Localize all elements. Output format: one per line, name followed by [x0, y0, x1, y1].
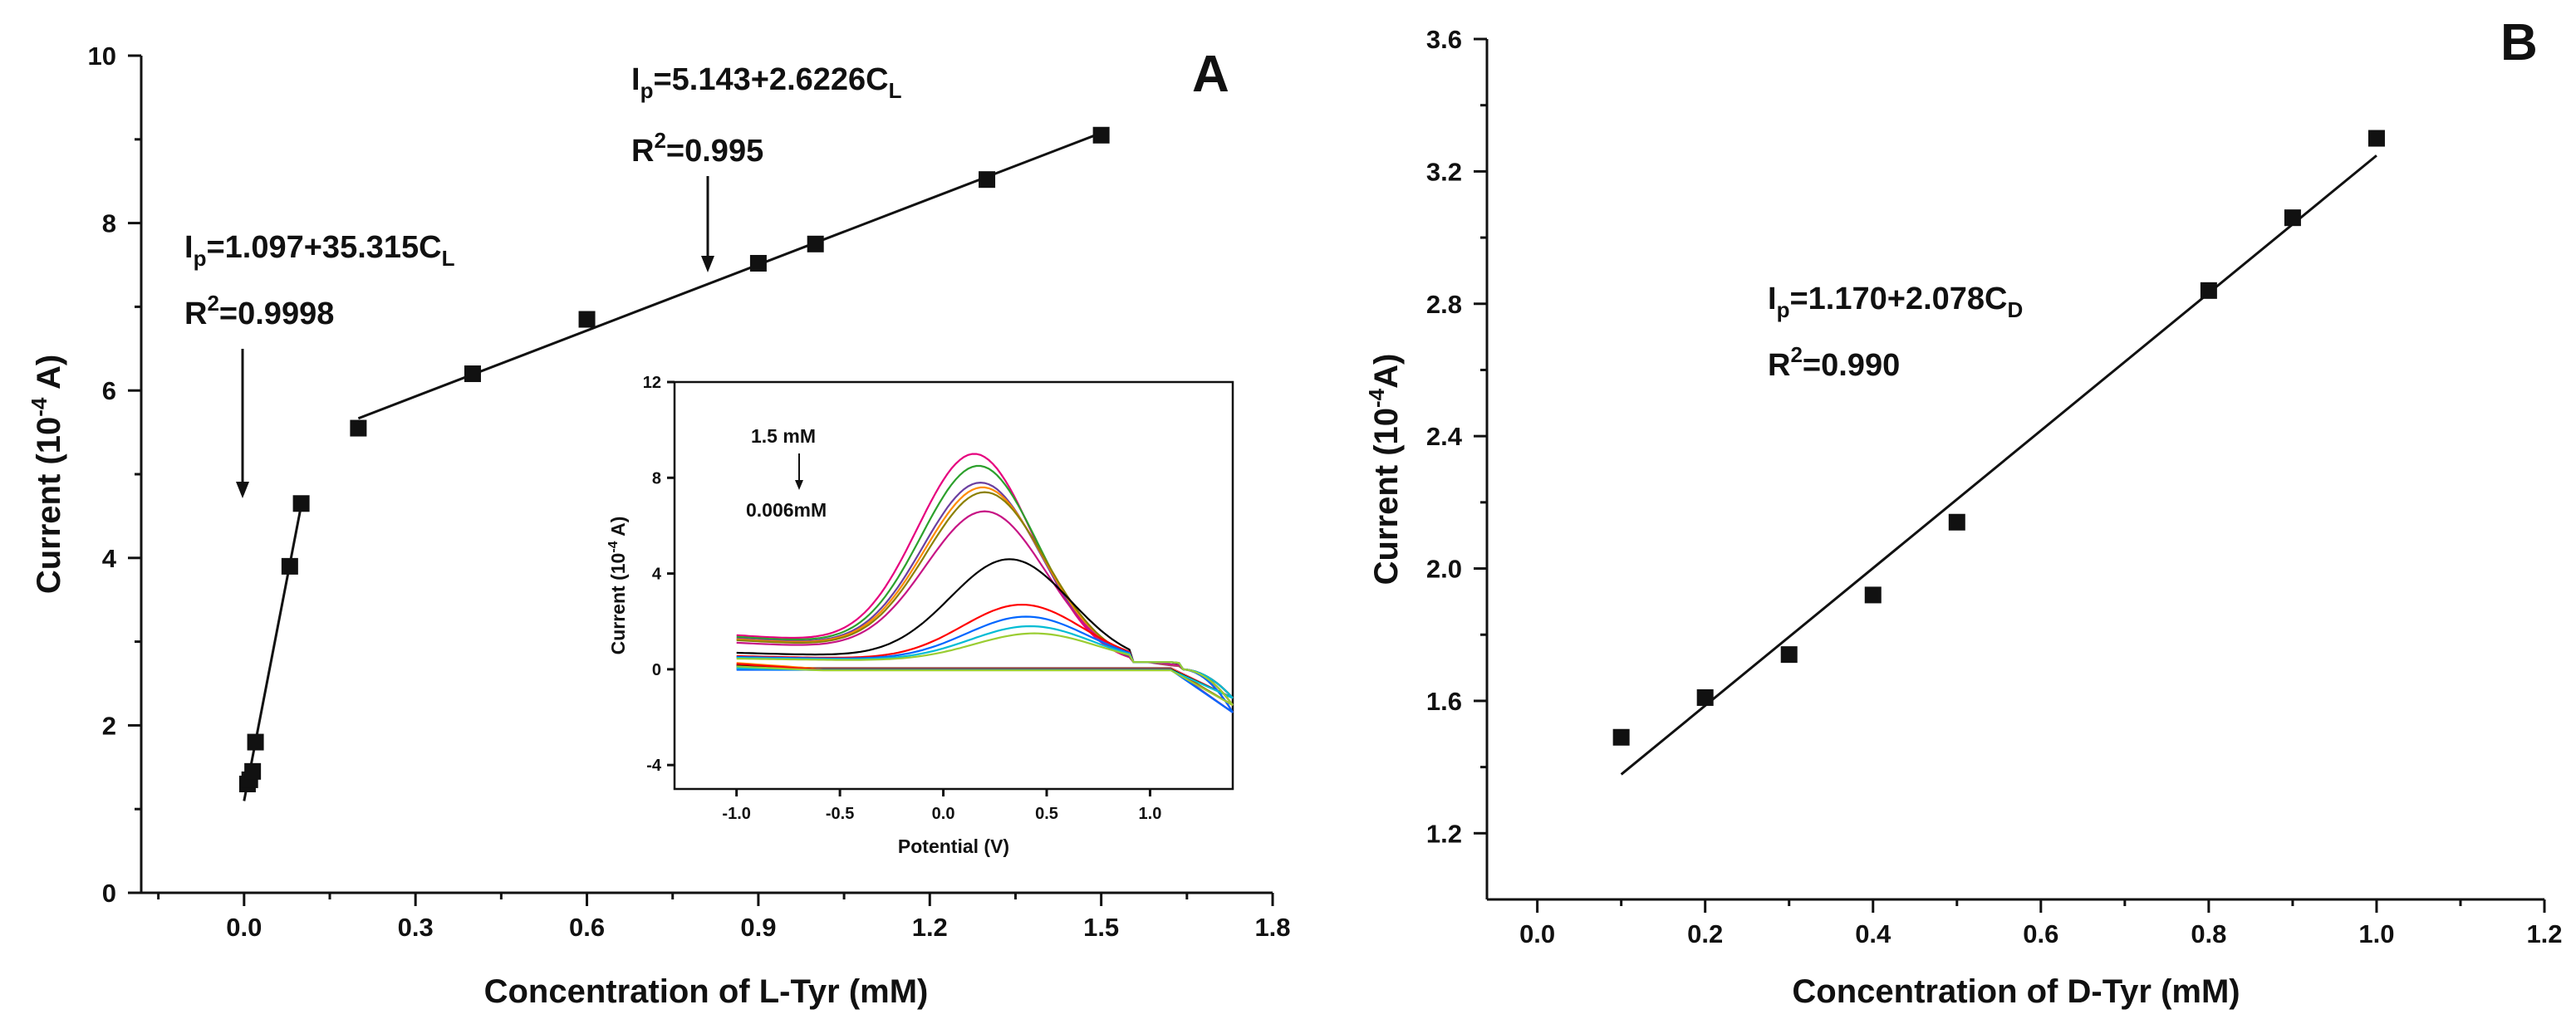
- fit-line-D-Tyr: [1620, 154, 2377, 776]
- panel-b-x-axis-title: Concentration of D-Tyr (mM): [1792, 973, 2240, 1010]
- data-point: [1948, 513, 1965, 531]
- data-point: [244, 762, 262, 780]
- data-point: [292, 495, 310, 512]
- data-point: [1780, 646, 1798, 664]
- x-tick-label: 0.9: [740, 913, 776, 942]
- y-tick-label: 2.0: [1426, 555, 1462, 584]
- x-tick-label: 0.3: [398, 913, 434, 942]
- y-tick-label: 3.6: [1426, 25, 1462, 54]
- panel-a-high-equation: Ip=5.143+2.6226CL: [631, 62, 902, 103]
- panel-a-high-r2: R2=0.995: [631, 128, 763, 169]
- inset-x-tick-label: 1.0: [1139, 805, 1162, 823]
- data-point: [2200, 282, 2217, 299]
- y-tick-label: 1.6: [1426, 687, 1462, 716]
- inset-curves: [736, 453, 1234, 713]
- y-tick-label: 6: [102, 376, 116, 405]
- panel-a-fit-lines: [243, 131, 1102, 801]
- x-tick-label: 1.0: [2358, 919, 2394, 948]
- x-tick-label: 1.2: [912, 913, 948, 942]
- inset-x-axis-title: Potential (V): [898, 835, 1009, 857]
- panel-b-fit-lines: [1620, 154, 2377, 776]
- inset-curve: [736, 632, 1234, 707]
- x-tick-label: 1.2: [2526, 919, 2562, 948]
- panel-a: 0.0 0.3 0.6 0.9 1.2 1.5 1.8 0 2 4 6 8 10 Concentrat…: [27, 42, 1291, 1010]
- data-point: [2284, 209, 2301, 227]
- inset-x-tick-label: 0.0: [932, 805, 955, 823]
- x-tick-label: 0.8: [2191, 919, 2226, 948]
- data-point: [1864, 586, 1882, 604]
- inset-y-tick-label: 4: [652, 566, 662, 584]
- data-point: [749, 254, 767, 272]
- data-point: [807, 235, 824, 252]
- panel-b-letter: B: [2500, 14, 2538, 71]
- y-tick-label: 0: [102, 879, 116, 908]
- fit-line-low: [243, 505, 303, 801]
- inset-x-tick-label: -1.0: [722, 805, 750, 823]
- data-point: [2367, 130, 2385, 147]
- y-tick-label: 3.2: [1426, 157, 1462, 186]
- data-point: [1696, 688, 1714, 706]
- inset-y-tick-label: 8: [652, 469, 661, 488]
- y-tick-label: 2.8: [1426, 290, 1462, 319]
- x-tick-label: 0.2: [1687, 919, 1723, 948]
- x-tick-label: 0.6: [2023, 919, 2058, 948]
- panel-b-equation: Ip=1.170+2.078CD: [1768, 282, 2023, 322]
- panel-b: 0.0 0.2 0.4 0.6 0.8 1.0 1.2 1.2 1.6 2.0 2.4 2.8 3.2…: [1364, 14, 2563, 1010]
- panel-b-ticks: [1474, 37, 2546, 913]
- y-tick-label: 8: [102, 209, 116, 238]
- panel-b-y-axis-title: Current (10-4A): [1364, 354, 1405, 586]
- x-tick-label: 0.0: [226, 913, 262, 942]
- fit-line-high: [357, 131, 1102, 420]
- panel-a-high-arrow: [701, 176, 714, 272]
- panel-a-low-r2: R2=0.9998: [184, 291, 334, 331]
- inset-y-tick-labels: -4 0 4 8 12: [643, 374, 662, 775]
- data-point: [1612, 728, 1630, 746]
- data-point: [979, 171, 996, 189]
- inset-y-tick-label: -4: [646, 757, 662, 775]
- panel-a-letter: A: [1192, 46, 1229, 103]
- inset-x-tick-labels: -1.0 -0.5 0.0 0.5 1.0: [722, 805, 1161, 823]
- panel-a-x-axis-title: Concentration of L-Tyr (mM): [484, 973, 929, 1010]
- x-tick-label: 0.0: [1519, 919, 1555, 948]
- panel-b-points: [1612, 130, 2385, 746]
- data-point: [578, 311, 596, 328]
- y-tick-label: 10: [88, 42, 116, 71]
- data-point: [281, 557, 298, 575]
- x-tick-label: 1.8: [1254, 913, 1290, 942]
- inset-frame: [673, 380, 1234, 791]
- y-tick-label: 1.2: [1426, 819, 1462, 848]
- panel-a-y-axis-title: Current (10-4 A): [27, 355, 67, 594]
- inset-y-tick-label: 12: [643, 374, 661, 392]
- panel-a-low-arrow: [236, 349, 249, 498]
- x-tick-label: 0.6: [569, 913, 605, 942]
- data-point: [464, 365, 481, 383]
- data-point: [1092, 126, 1110, 144]
- inset-note-bottom: 0.006mM: [746, 499, 827, 521]
- inset-y-axis-title: Current (10-4 A): [606, 517, 629, 655]
- panel-a-y-tick-labels: 0 2 4 6 8 10: [88, 42, 117, 908]
- panel-a-low-equation: Ip=1.097+35.315CL: [184, 230, 455, 271]
- data-point: [247, 733, 264, 751]
- panel-b-r2: R2=0.990: [1768, 342, 1900, 383]
- x-tick-label: 0.4: [1855, 919, 1892, 948]
- inset-x-tick-label: 0.5: [1035, 805, 1058, 823]
- panel-a-x-tick-labels: 0.0 0.3 0.6 0.9 1.2 1.5 1.8: [226, 913, 1290, 942]
- panel-a-points: [238, 126, 1110, 792]
- y-tick-label: 4: [102, 544, 117, 573]
- panel-b-y-tick-labels: 1.2 1.6 2.0 2.4 2.8 3.2 3.6: [1426, 25, 1463, 848]
- panel-b-x-tick-labels: 0.0 0.2 0.4 0.6 0.8 1.0 1.2: [1519, 919, 2562, 948]
- y-tick-label: 2: [102, 711, 116, 740]
- inset-y-tick-label: 0: [652, 661, 661, 679]
- data-point: [350, 419, 367, 437]
- y-tick-label: 2.4: [1426, 422, 1463, 451]
- inset-ticks: [667, 380, 1151, 796]
- inset-note-arrow: [795, 453, 803, 490]
- inset-x-tick-label: -0.5: [826, 805, 854, 823]
- x-tick-label: 1.5: [1083, 913, 1119, 942]
- inset-note-top: 1.5 mM: [751, 425, 816, 447]
